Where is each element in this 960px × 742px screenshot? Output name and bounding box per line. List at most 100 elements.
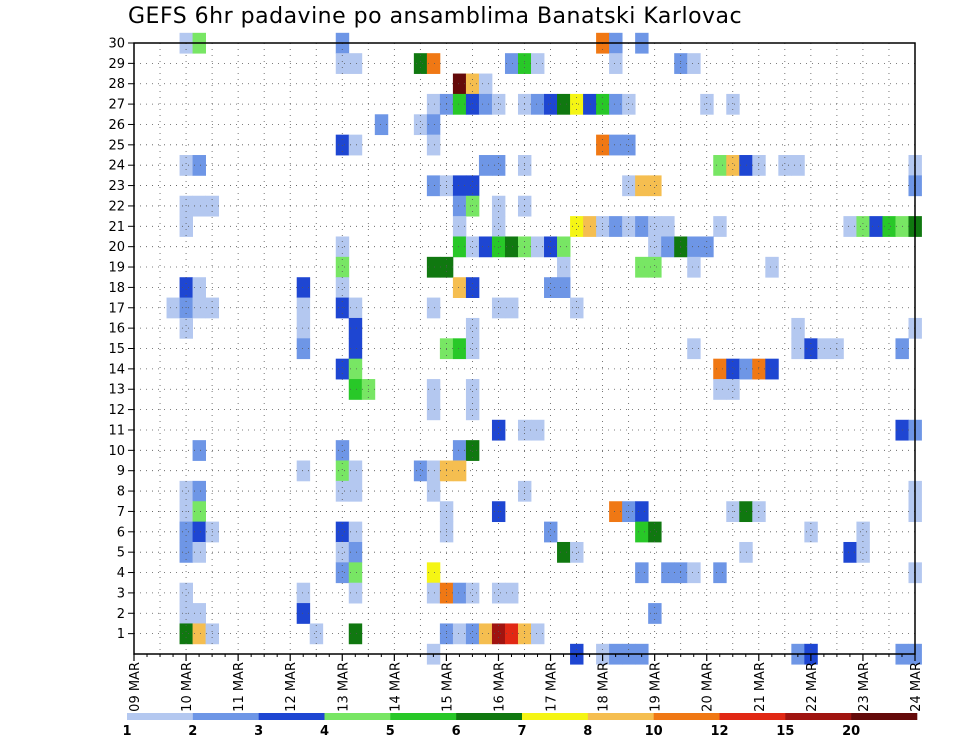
colorbar-label: 8	[583, 724, 592, 739]
heatmap-cell	[661, 562, 675, 584]
heatmap-cell	[557, 236, 571, 258]
heatmap-cell	[531, 419, 545, 441]
x-tick-label: 19 MAR	[649, 662, 664, 712]
heatmap-cell	[726, 379, 740, 400]
heatmap-cell	[452, 73, 467, 95]
heatmap-cell	[465, 277, 480, 298]
heatmap-cell	[452, 195, 467, 217]
heatmap-cell	[635, 562, 649, 584]
heatmap-cell	[348, 358, 363, 380]
heatmap-cell	[648, 175, 662, 197]
heatmap-cell	[504, 53, 519, 74]
heatmap-cell	[452, 623, 467, 645]
heatmap-cell	[465, 317, 480, 339]
heatmap-cell	[713, 379, 727, 400]
colorbar-swatch	[324, 713, 391, 720]
heatmap-cell	[843, 216, 857, 237]
heatmap-cell	[465, 582, 480, 604]
heatmap-cell	[609, 216, 623, 237]
x-tick-label: 17 MAR	[545, 662, 560, 712]
heatmap-cell	[491, 155, 506, 176]
heatmap-cell	[504, 236, 519, 258]
heatmap-cell	[791, 338, 805, 360]
heatmap-cell	[335, 460, 350, 482]
heatmap-cell	[726, 358, 740, 380]
heatmap-cell	[192, 297, 206, 319]
heatmap-cell	[622, 175, 636, 197]
heatmap-cell	[713, 216, 727, 237]
heatmap-cell	[557, 541, 571, 563]
heatmap-cell	[557, 93, 571, 115]
colorbar-label: 4	[320, 724, 329, 739]
y-tick-label: 28	[108, 77, 125, 92]
y-tick-label: 8	[117, 485, 125, 500]
heatmap-cell	[335, 521, 350, 543]
heatmap-cell	[335, 440, 350, 461]
heatmap-cell	[374, 114, 389, 136]
y-tick-label: 9	[117, 464, 125, 479]
heatmap-cell	[296, 338, 311, 360]
heatmap-cell	[491, 236, 506, 258]
heatmap-cell	[426, 460, 441, 482]
y-tick-label: 16	[108, 322, 125, 337]
colorbar-label: 2	[188, 724, 197, 739]
heatmap-cell	[348, 541, 363, 563]
heatmap-cell	[765, 256, 779, 278]
y-tick-label: 15	[108, 342, 125, 357]
heatmap-cell	[648, 521, 662, 543]
colorbar-label: 10	[645, 724, 663, 739]
y-tick-label: 18	[108, 281, 125, 296]
heatmap-cell	[739, 358, 753, 380]
heatmap-cell	[531, 236, 545, 258]
heatmap-cell	[544, 521, 558, 543]
heatmap-cell	[192, 501, 206, 523]
heatmap-cell	[426, 53, 441, 74]
heatmap-cell	[452, 440, 467, 461]
heatmap-cell	[648, 216, 662, 237]
heatmap-cell	[700, 93, 714, 115]
heatmap-cell	[491, 419, 506, 441]
heatmap-cell	[687, 236, 701, 258]
colorbar-swatch	[192, 713, 259, 720]
heatmap-cell	[478, 236, 493, 258]
heatmap-cell	[296, 297, 311, 319]
x-tick-label: 16 MAR	[492, 662, 507, 712]
heatmap-cell	[192, 623, 206, 645]
heatmap-cell	[192, 440, 206, 461]
heatmap-cell	[426, 93, 441, 115]
heatmap-cell	[348, 582, 363, 604]
heatmap-cell	[192, 195, 206, 217]
heatmap-cell	[452, 175, 467, 197]
heatmap-cell	[179, 216, 193, 237]
heatmap-cell	[622, 93, 636, 115]
heatmap-cell	[192, 155, 206, 176]
heatmap-cell	[335, 53, 350, 74]
heatmap-cell	[179, 195, 193, 217]
y-tick-label: 26	[108, 118, 125, 133]
y-tick-label: 27	[108, 98, 125, 113]
y-tick-label: 4	[117, 566, 125, 581]
x-tick-label: 20 MAR	[701, 662, 716, 712]
y-tick-label: 3	[117, 586, 125, 601]
colorbar-label: 7	[517, 724, 526, 739]
heatmap-cell	[413, 460, 428, 482]
colorbar-swatch	[456, 713, 523, 720]
heatmap-cell	[426, 297, 441, 319]
heatmap-cell	[335, 277, 350, 298]
y-tick-label: 14	[108, 362, 125, 377]
y-tick-label: 11	[108, 423, 125, 438]
heatmap-cell	[335, 358, 350, 380]
heatmap-cell	[531, 623, 545, 645]
colorbar-swatch	[522, 713, 589, 720]
heatmap-cell	[544, 236, 558, 258]
grid-lines	[134, 42, 915, 654]
y-tick-label: 17	[108, 301, 125, 316]
x-axis: 09 MAR 10 MAR 11 MAR 12 MAR 13 MAR 14 MAR 15 M…	[128, 654, 924, 712]
heatmap-cell	[296, 277, 311, 298]
heatmap-cell	[348, 53, 363, 74]
heatmap-cell	[661, 216, 675, 237]
heatmap-cell	[531, 93, 545, 115]
heatmap-cell	[609, 134, 623, 156]
heatmap-cell	[296, 603, 311, 624]
